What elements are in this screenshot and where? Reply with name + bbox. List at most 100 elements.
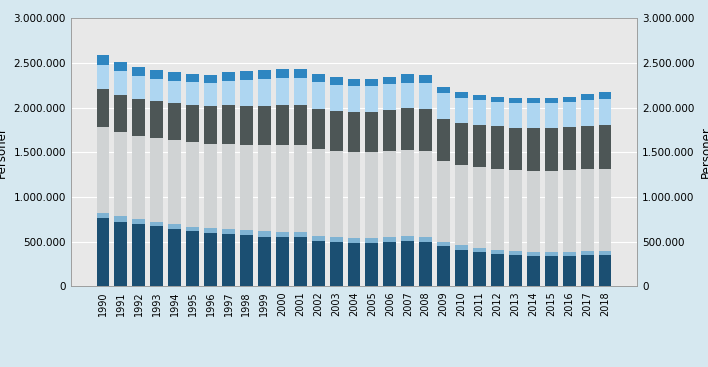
Bar xyxy=(115,132,127,216)
Bar xyxy=(96,213,110,218)
Bar xyxy=(294,105,307,145)
Y-axis label: Personer: Personer xyxy=(700,126,708,178)
Bar xyxy=(598,251,612,255)
Bar xyxy=(581,94,593,100)
Bar xyxy=(509,128,522,170)
Bar xyxy=(419,75,432,83)
Bar xyxy=(437,246,450,286)
Bar xyxy=(240,235,253,286)
Bar xyxy=(150,222,164,226)
Bar xyxy=(330,111,343,152)
Bar xyxy=(401,150,414,236)
Bar xyxy=(132,99,145,135)
Bar xyxy=(384,151,396,237)
Bar xyxy=(222,229,235,234)
Bar xyxy=(348,79,360,86)
Bar xyxy=(598,255,612,286)
Bar xyxy=(544,98,558,103)
Bar xyxy=(527,252,539,256)
Bar xyxy=(186,74,199,82)
Bar xyxy=(115,71,127,95)
Bar xyxy=(437,241,450,246)
Bar xyxy=(527,98,539,103)
Y-axis label: Personer: Personer xyxy=(0,126,8,178)
Bar xyxy=(598,92,612,99)
Bar xyxy=(473,248,486,252)
Bar xyxy=(563,252,576,256)
Bar xyxy=(581,251,593,255)
Bar xyxy=(96,65,110,89)
Bar xyxy=(509,255,522,286)
Bar xyxy=(258,145,271,231)
Bar xyxy=(401,83,414,108)
Bar xyxy=(96,89,110,127)
Bar xyxy=(419,83,432,109)
Bar xyxy=(204,144,217,228)
Bar xyxy=(186,231,199,286)
Bar xyxy=(115,95,127,132)
Bar xyxy=(150,226,164,286)
Bar xyxy=(348,238,360,243)
Bar xyxy=(204,75,217,83)
Bar xyxy=(384,241,396,286)
Bar xyxy=(455,164,468,246)
Bar xyxy=(544,128,558,171)
Bar xyxy=(401,241,414,286)
Bar xyxy=(401,236,414,241)
Bar xyxy=(330,152,343,237)
Bar xyxy=(365,243,378,286)
Bar xyxy=(169,224,181,229)
Bar xyxy=(276,78,289,105)
Bar xyxy=(509,103,522,128)
Bar xyxy=(312,82,324,109)
Bar xyxy=(186,142,199,226)
Bar xyxy=(473,100,486,125)
Bar xyxy=(491,254,504,286)
Bar xyxy=(258,237,271,286)
Bar xyxy=(544,256,558,286)
Bar xyxy=(240,230,253,235)
Bar xyxy=(509,170,522,251)
Bar xyxy=(150,70,164,79)
Bar xyxy=(312,149,324,236)
Bar xyxy=(330,242,343,286)
Bar xyxy=(222,234,235,286)
Bar xyxy=(169,229,181,286)
Bar xyxy=(384,77,396,84)
Bar xyxy=(294,232,307,237)
Bar xyxy=(312,109,324,149)
Bar xyxy=(96,127,110,213)
Bar xyxy=(222,105,235,144)
Bar xyxy=(115,62,127,71)
Bar xyxy=(294,69,307,78)
Bar xyxy=(312,236,324,241)
Bar xyxy=(527,128,539,171)
Bar xyxy=(491,102,504,126)
Bar xyxy=(204,228,217,233)
Bar xyxy=(204,233,217,286)
Bar xyxy=(276,69,289,78)
Bar xyxy=(563,97,576,102)
Bar xyxy=(563,170,576,252)
Bar xyxy=(544,171,558,252)
Bar xyxy=(348,152,360,238)
Bar xyxy=(186,105,199,142)
Bar xyxy=(294,78,307,105)
Bar xyxy=(455,246,468,250)
Bar xyxy=(276,237,289,286)
Bar xyxy=(348,243,360,286)
Bar xyxy=(132,76,145,99)
Bar xyxy=(437,87,450,93)
Bar xyxy=(384,110,396,151)
Bar xyxy=(419,152,432,237)
Bar xyxy=(563,127,576,170)
Bar xyxy=(563,102,576,127)
Bar xyxy=(437,93,450,119)
Bar xyxy=(240,80,253,106)
Bar xyxy=(222,144,235,229)
Bar xyxy=(330,237,343,242)
Bar xyxy=(276,145,289,232)
Bar xyxy=(348,112,360,152)
Bar xyxy=(258,70,271,79)
Bar xyxy=(437,119,450,161)
